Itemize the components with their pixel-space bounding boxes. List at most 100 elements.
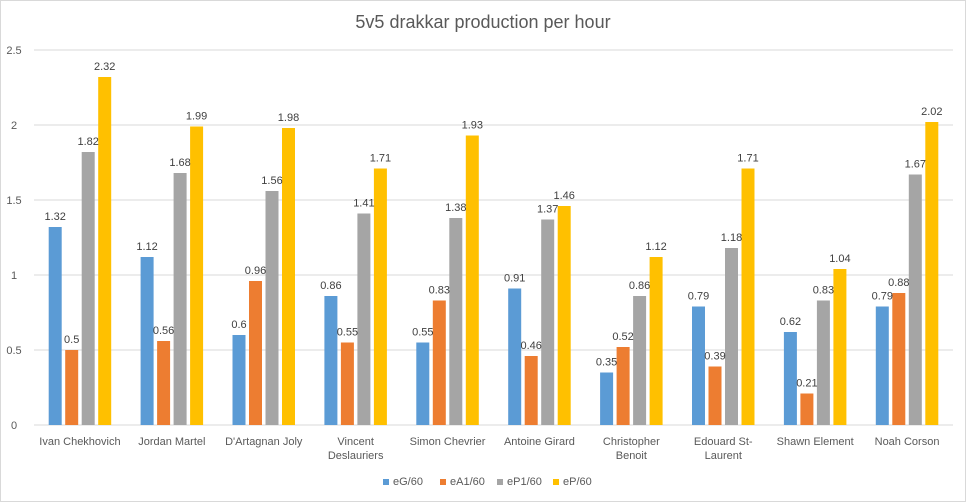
bar-eg60 [140,257,154,425]
y-tick-label: 1.5 [6,195,21,207]
y-tick-label: 2.5 [6,45,21,57]
data-label: 1.71 [370,153,391,165]
bar-ep160 [908,174,922,425]
bar-ea160 [708,366,722,425]
bar-ep160 [633,296,647,425]
x-category-label: Simon Chevrier [410,436,486,448]
bar-ea160 [616,347,630,425]
data-label: 0.39 [704,351,725,363]
data-label: 0.79 [688,291,709,303]
legend-item: eP1/60 [497,476,542,488]
data-label: 0.91 [504,273,525,285]
bar-ep160 [541,219,555,425]
bar-ep60 [557,206,571,425]
data-label: 0.55 [337,327,358,339]
data-label: 2.02 [921,106,942,118]
bar-ep160 [357,213,371,425]
data-label: 1.04 [829,253,850,265]
data-label: 0.83 [429,285,450,297]
y-axis-ticks: 0 0.5 1 1.5 2 2.5 [6,45,21,432]
data-label: 1.82 [77,136,98,148]
bar-ep60 [833,269,847,425]
data-label: 0.86 [320,280,341,292]
x-category-label: Edouard St-Laurent [694,436,753,462]
bar-eg60 [508,288,522,425]
legend-label: eP/60 [563,476,592,488]
bar-eg60 [416,342,430,425]
bar-eg60 [783,332,797,425]
bar-ea160 [892,293,906,425]
bar-ep60 [465,135,479,425]
x-category-label: Antoine Girard [504,436,575,448]
data-label: 1.68 [169,157,190,169]
data-label: 0.96 [245,265,266,277]
data-label: 1.12 [645,241,666,253]
data-label: 1.56 [261,175,282,187]
bar-ep60 [649,257,663,425]
bar-ea160 [157,341,171,425]
y-tick-label: 2 [11,120,17,132]
x-category-label: Ivan Chekhovich [39,436,120,448]
bar-ea160 [249,281,262,425]
data-label: 1.37 [537,204,558,216]
data-label: 1.67 [905,159,926,171]
bar-ea160 [800,393,814,425]
bar-eg60 [692,306,705,425]
data-label: 0.79 [872,291,893,303]
data-label: 0.83 [813,285,834,297]
data-label: 1.41 [353,198,374,210]
legend-item: eG/60 [383,476,423,488]
bar-ep160 [265,191,279,425]
data-label: 1.99 [186,111,207,123]
bar-ep160 [449,218,463,425]
data-label: 1.18 [721,232,742,244]
bar-ep60 [373,168,387,425]
bar-eg60 [48,227,62,425]
bar-eg60 [324,296,338,425]
data-label: 0.21 [796,378,817,390]
bar-ea160 [340,342,354,425]
gridlines [34,49,953,426]
bar-ep160 [173,173,187,425]
bar-ep160 [816,300,830,425]
data-label: 0.6 [231,319,246,331]
data-label: 0.52 [612,331,633,343]
data-label: 0.5 [64,334,79,346]
data-label: 1.71 [737,153,758,165]
data-labels: 1.32 0.5 1.82 2.32 1.12 0.56 1.68 1.99 0.6 0.96 1.… [44,61,942,390]
legend-item: eP/60 [553,476,592,488]
data-label: 1.12 [136,241,157,253]
x-category-label: Christopher Benoit [603,436,660,462]
legend-label: eA1/60 [450,476,485,488]
data-label: 1.46 [553,190,574,202]
bar-ea160 [432,300,446,425]
legend-swatch [383,479,389,485]
bar-ep60 [741,168,755,425]
x-category-label: Noah Corson [875,436,940,448]
legend-swatch [553,479,559,485]
data-label: 2.32 [94,61,115,73]
data-label: 0.55 [412,327,433,339]
data-label: 0.35 [596,357,617,369]
x-category-label: D'Artagnan Joly [225,436,303,448]
legend-label: eG/60 [393,476,423,488]
bar-ep160 [81,152,95,425]
bar-ep60 [282,128,295,425]
legend: eG/60 eA1/60 eP1/60 eP/60 [383,476,592,488]
data-label: 0.46 [520,340,541,352]
y-tick-label: 1 [11,270,17,282]
data-label: 1.98 [278,112,299,124]
data-label: 1.38 [445,202,466,214]
bar-ep160 [725,248,738,425]
bar-ep60 [190,126,204,425]
legend-item: eA1/60 [440,476,485,488]
data-label: 1.93 [462,120,483,132]
x-axis-categories: Ivan Chekhovich Jordan Martel D'Artagnan J… [39,436,939,462]
bar-eg60 [232,335,246,425]
chart-title: 5v5 drakkar production per hour [355,12,610,32]
data-label: 0.56 [153,325,174,337]
bar-ep60 [925,122,939,425]
bar-ep60 [98,77,112,425]
bar-ea160 [65,350,79,425]
